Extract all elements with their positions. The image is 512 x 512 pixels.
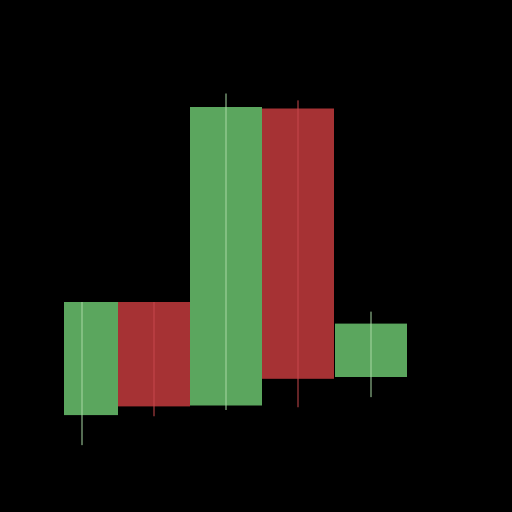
candles-group bbox=[64, 93, 407, 446]
candle-body-1 bbox=[64, 302, 118, 416]
